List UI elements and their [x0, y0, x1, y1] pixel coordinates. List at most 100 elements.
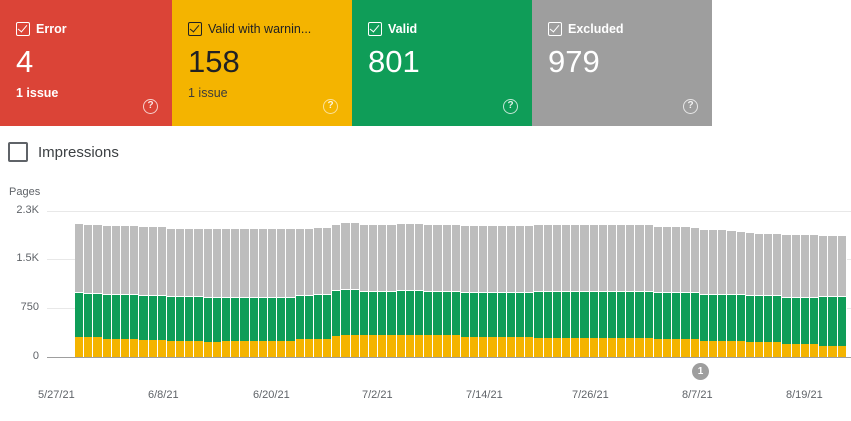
bar[interactable] — [543, 224, 553, 357]
bar[interactable] — [479, 224, 489, 357]
bar[interactable] — [341, 221, 351, 357]
bar[interactable] — [782, 233, 792, 357]
bar[interactable] — [120, 224, 131, 357]
bar[interactable] — [387, 223, 397, 357]
bar[interactable] — [488, 224, 498, 357]
impressions-checkbox[interactable] — [8, 142, 28, 162]
bar[interactable] — [460, 224, 471, 357]
bar[interactable] — [727, 230, 737, 357]
bar[interactable] — [644, 224, 654, 357]
bar[interactable] — [561, 224, 572, 357]
bar[interactable] — [800, 233, 810, 357]
checkbox-checked-icon[interactable] — [548, 22, 562, 36]
bar[interactable] — [672, 225, 682, 357]
checkbox-checked-icon[interactable] — [368, 22, 382, 36]
bar[interactable] — [240, 228, 250, 357]
bar[interactable] — [635, 224, 645, 357]
bar[interactable] — [791, 233, 801, 357]
bar[interactable] — [93, 224, 103, 357]
bar[interactable] — [332, 224, 342, 357]
bar[interactable] — [764, 232, 774, 357]
impressions-toggle[interactable]: Impressions — [8, 142, 119, 162]
bar[interactable] — [736, 230, 746, 357]
status-card-excluded[interactable]: Excluded 979? — [532, 0, 712, 126]
bar[interactable] — [359, 223, 369, 357]
bar[interactable] — [773, 232, 783, 357]
help-icon[interactable]: ? — [143, 99, 158, 114]
bar[interactable] — [516, 224, 526, 357]
bar[interactable] — [350, 221, 360, 357]
bar[interactable] — [837, 235, 847, 357]
annotation-marker[interactable]: 1 — [692, 363, 709, 380]
bar[interactable] — [148, 226, 158, 357]
bar[interactable] — [222, 228, 232, 357]
bar[interactable] — [166, 227, 177, 357]
bar[interactable] — [111, 224, 121, 357]
bar[interactable] — [718, 229, 728, 357]
bar[interactable] — [258, 228, 268, 357]
bar[interactable] — [396, 223, 406, 357]
bar[interactable] — [589, 224, 599, 357]
bar[interactable] — [663, 225, 673, 357]
bar[interactable] — [405, 223, 415, 357]
help-icon[interactable]: ? — [503, 99, 518, 114]
bar[interactable] — [497, 224, 507, 357]
bar[interactable] — [580, 224, 590, 357]
status-card-warn[interactable]: Valid with warnin... 158 1 issue? — [172, 0, 352, 126]
bar[interactable] — [185, 227, 195, 357]
bar[interactable] — [571, 224, 581, 357]
bar[interactable] — [378, 223, 388, 357]
bar[interactable] — [745, 231, 755, 357]
bar[interactable] — [470, 224, 480, 357]
bar[interactable] — [139, 226, 149, 357]
checkbox-checked-icon[interactable] — [16, 22, 30, 36]
bar[interactable] — [681, 225, 691, 357]
bar[interactable] — [690, 226, 700, 357]
help-icon[interactable]: ? — [323, 99, 338, 114]
bar[interactable] — [607, 224, 618, 357]
help-icon[interactable]: ? — [683, 99, 698, 114]
bar[interactable] — [626, 224, 636, 357]
bar[interactable] — [525, 224, 535, 357]
bar[interactable] — [130, 225, 140, 357]
bar[interactable] — [699, 228, 709, 357]
bar[interactable] — [157, 226, 167, 357]
bar[interactable] — [442, 223, 452, 357]
bar[interactable] — [506, 224, 516, 357]
bar[interactable] — [414, 223, 425, 357]
bar[interactable] — [212, 228, 222, 357]
bar[interactable] — [451, 223, 461, 357]
bar[interactable] — [249, 228, 259, 357]
bar[interactable] — [369, 223, 379, 357]
bar[interactable] — [552, 224, 562, 357]
bar[interactable] — [810, 233, 820, 357]
bar[interactable] — [534, 224, 544, 357]
bar[interactable] — [653, 225, 663, 357]
bar[interactable] — [754, 232, 765, 357]
bar[interactable] — [231, 228, 241, 357]
bar[interactable] — [433, 223, 443, 357]
bar[interactable] — [203, 228, 213, 357]
checkbox-checked-icon[interactable] — [188, 22, 202, 36]
bar[interactable] — [313, 226, 324, 357]
bar[interactable] — [267, 228, 278, 357]
bar[interactable] — [84, 223, 94, 357]
bar[interactable] — [828, 235, 838, 357]
bar[interactable] — [277, 228, 287, 357]
bar[interactable] — [304, 227, 314, 357]
bar[interactable] — [819, 235, 829, 357]
bar[interactable] — [708, 229, 719, 357]
bar[interactable] — [295, 227, 305, 357]
bar[interactable] — [102, 224, 112, 357]
bar[interactable] — [424, 223, 434, 357]
bar[interactable] — [617, 224, 627, 357]
bar[interactable] — [194, 227, 204, 357]
bar[interactable] — [598, 224, 608, 357]
bar[interactable] — [286, 228, 296, 357]
bar[interactable] — [323, 226, 333, 357]
status-card-error[interactable]: Error 4 1 issue? — [0, 0, 172, 126]
status-card-valid[interactable]: Valid 801? — [352, 0, 532, 126]
bar[interactable] — [75, 223, 85, 357]
bar[interactable] — [176, 227, 186, 357]
stacked-bar-chart[interactable] — [75, 211, 851, 357]
